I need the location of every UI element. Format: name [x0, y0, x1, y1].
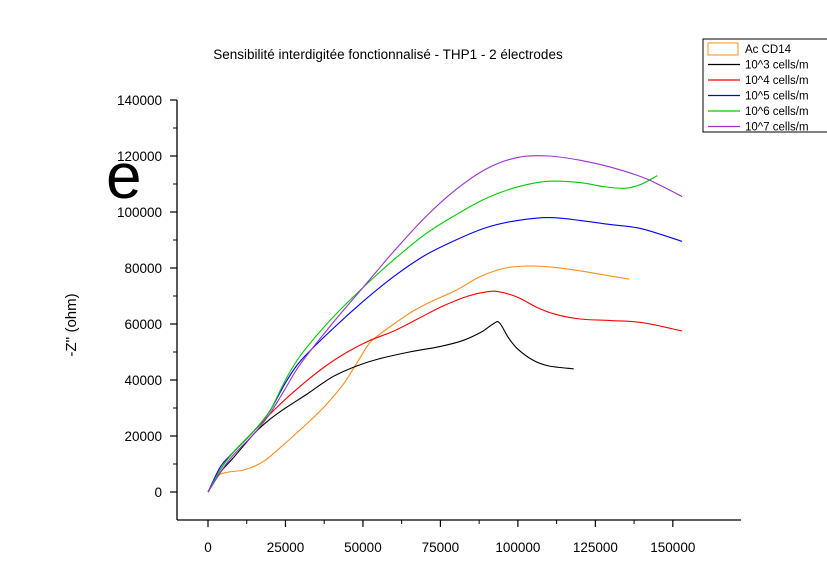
- y-tick-label: 100000: [117, 205, 162, 220]
- y-tick-label: 20000: [124, 429, 162, 444]
- legend-swatch-box: [707, 42, 739, 56]
- legend-label: 10^4 cells/m: [745, 75, 809, 87]
- legend-label: Ac CD14: [745, 44, 792, 56]
- x-tick-label: 125000: [573, 540, 618, 555]
- chart-title: Sensibilité interdigitée fonctionnalisé …: [213, 47, 563, 62]
- x-tick-label: 50000: [344, 540, 382, 555]
- series-line-5: [207, 155, 683, 493]
- series-lines: [207, 155, 683, 493]
- y-tick-label: 60000: [124, 317, 162, 332]
- series-line-3: [207, 217, 683, 493]
- legend-label: 10^5 cells/m: [745, 91, 809, 103]
- series-line-0: [207, 265, 630, 493]
- x-tick-label: 0: [204, 540, 212, 555]
- legend-label: 10^7 cells/m: [745, 122, 809, 134]
- y-axis-label: -Z'' (ohm): [63, 293, 80, 356]
- axes: [176, 100, 741, 521]
- x-tick-label: 75000: [422, 540, 460, 555]
- y-tick-label: 140000: [117, 93, 162, 108]
- legend: Ac CD14 10^3 cells/m 10^4 cells/m 10^5 cell…: [702, 38, 827, 134]
- page-fragment-letter: e: [106, 140, 142, 212]
- legend-frame: [702, 38, 827, 133]
- legend-label: 10^6 cells/m: [745, 106, 809, 118]
- x-tick-label: 25000: [267, 540, 305, 555]
- y-tick-label: 0: [154, 485, 162, 500]
- series-line-2: [207, 290, 683, 493]
- series-line-4: [207, 175, 658, 493]
- x-tick-label: 150000: [650, 540, 695, 555]
- y-tick-label: 120000: [117, 149, 162, 164]
- y-tick-label: 80000: [124, 261, 162, 276]
- x-tick-label: 100000: [495, 540, 540, 555]
- x-axis-ticks: 0 25000 50000 75000 100000 125000 150000: [204, 520, 695, 555]
- series-line-1: [207, 321, 574, 493]
- y-axis-ticks: 0 20000 40000 60000 80000 100000 120000 140000: [117, 93, 177, 500]
- legend-label: 10^3 cells/m: [745, 60, 809, 72]
- y-tick-label: 40000: [124, 373, 162, 388]
